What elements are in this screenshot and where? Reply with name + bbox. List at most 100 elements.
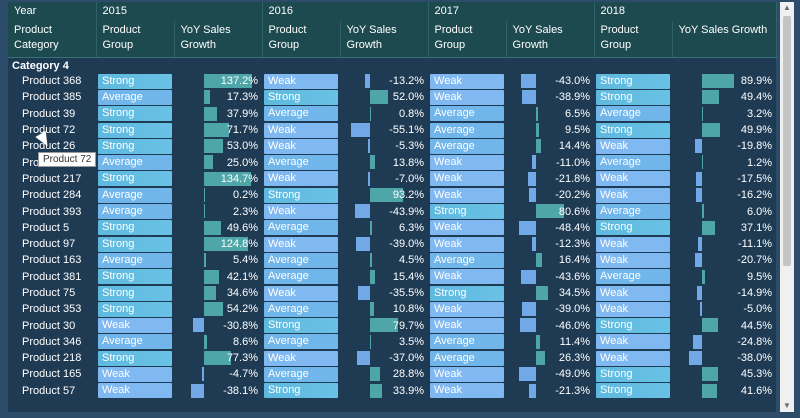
yoy-growth-cell[interactable]: -38.0% — [672, 350, 776, 366]
product-group-cell[interactable]: Weak — [428, 366, 506, 382]
product-name-cell[interactable]: Product 346 — [8, 333, 96, 351]
yoy-growth-cell[interactable]: 6.0% — [672, 203, 776, 219]
product-group-cell[interactable]: Average — [96, 334, 174, 350]
vertical-scrollbar[interactable]: ▲ ▼ — [780, 2, 794, 412]
yoy-growth-cell[interactable]: 37.1% — [672, 220, 776, 236]
yoy-growth-cell[interactable]: -13.2% — [340, 73, 428, 89]
product-group-cell[interactable]: Weak — [262, 171, 340, 187]
product-name-cell[interactable]: Product 353 — [8, 301, 96, 318]
yoy-growth-cell[interactable]: 45.3% — [672, 366, 776, 382]
yoy-growth-cell[interactable]: 8.6% — [174, 334, 262, 350]
yoy-growth-cell[interactable]: 49.6% — [174, 220, 262, 236]
yoy-growth-cell[interactable]: -20.2% — [506, 187, 594, 203]
yoy-growth-cell[interactable]: 37.9% — [174, 106, 262, 122]
yoy-growth-cell[interactable]: 10.8% — [340, 301, 428, 317]
product-group-header[interactable]: Product Group — [96, 21, 175, 58]
product-group-cell[interactable]: Average — [428, 106, 506, 122]
product-group-cell[interactable]: Strong — [428, 285, 506, 301]
product-group-cell[interactable]: Strong — [96, 350, 174, 366]
product-group-cell[interactable]: Weak — [262, 350, 340, 366]
product-group-cell[interactable]: Strong — [96, 73, 174, 89]
yoy-growth-cell[interactable]: -17.5% — [672, 171, 776, 187]
product-name-cell[interactable]: Product 30 — [8, 317, 96, 334]
product-name-cell[interactable]: Product 284 — [8, 187, 96, 204]
yoy-growth-cell[interactable]: -19.8% — [672, 138, 776, 154]
yoy-growth-cell[interactable]: 124.8% — [174, 236, 262, 252]
product-group-cell[interactable]: Weak — [594, 236, 672, 252]
product-group-cell[interactable]: Strong — [594, 317, 672, 334]
yoy-growth-cell[interactable]: 5.4% — [174, 252, 262, 268]
product-group-header[interactable]: Product Group — [594, 21, 673, 58]
yoy-growth-cell[interactable]: 6.5% — [506, 106, 594, 122]
yoy-growth-cell[interactable]: 15.4% — [340, 269, 428, 285]
product-group-cell[interactable]: Weak — [594, 285, 672, 301]
yoy-growth-cell[interactable]: -5.0% — [672, 301, 776, 317]
scroll-up-icon[interactable]: ▲ — [783, 3, 791, 12]
product-group-cell[interactable]: Weak — [96, 383, 174, 399]
yoy-growth-cell[interactable]: 54.2% — [174, 301, 262, 317]
product-group-cell[interactable]: Average — [262, 366, 340, 382]
product-group-cell[interactable]: Weak — [594, 334, 672, 350]
product-name-cell[interactable]: Product 165 — [8, 366, 96, 383]
product-group-cell[interactable]: Weak — [428, 89, 506, 105]
yoy-growth-cell[interactable]: 28.8% — [340, 366, 428, 382]
yoy-growth-cell[interactable]: -39.0% — [340, 236, 428, 252]
product-group-cell[interactable]: Average — [594, 154, 672, 171]
yoy-growth-cell[interactable]: 33.9% — [340, 383, 428, 399]
yoy-growth-cell[interactable]: -14.9% — [672, 285, 776, 301]
product-category-header[interactable]: Product Category — [8, 21, 97, 58]
product-name-cell[interactable]: Product 385 — [8, 89, 96, 106]
yoy-growth-cell[interactable]: 14.4% — [506, 138, 594, 154]
yoy-growth-cell[interactable]: -43.9% — [340, 203, 428, 219]
yoy-growth-cell[interactable]: 0.8% — [340, 106, 428, 122]
product-group-cell[interactable]: Strong — [262, 89, 340, 105]
product-name-cell[interactable]: Product 5 — [8, 219, 96, 236]
yoy-growth-cell[interactable]: 25.0% — [174, 154, 262, 170]
product-group-cell[interactable]: Weak — [428, 171, 506, 187]
product-name-cell[interactable]: Product 97 — [8, 235, 96, 253]
yoy-growth-cell[interactable]: 134.7% — [174, 171, 262, 187]
scroll-down-icon[interactable]: ▼ — [783, 401, 791, 410]
yoy-growth-cell[interactable]: -4.7% — [174, 366, 262, 382]
product-name-cell[interactable]: Product 75 — [8, 284, 96, 302]
yoy-growth-cell[interactable]: 52.0% — [340, 89, 428, 105]
yoy-growth-cell[interactable]: 26.3% — [506, 350, 594, 366]
yoy-growth-cell[interactable]: 34.6% — [174, 285, 262, 301]
product-group-cell[interactable]: Weak — [262, 236, 340, 252]
product-group-cell[interactable]: Weak — [96, 317, 174, 334]
product-group-cell[interactable]: Weak — [428, 383, 506, 399]
yoy-growth-cell[interactable]: -7.0% — [340, 171, 428, 187]
product-group-cell[interactable]: Average — [96, 187, 174, 203]
product-group-cell[interactable]: Average — [96, 154, 174, 171]
product-group-cell[interactable]: Average — [428, 252, 506, 268]
yoy-growth-cell[interactable]: 9.5% — [506, 122, 594, 138]
yoy-growth-cell[interactable]: 3.5% — [340, 334, 428, 350]
yoy-growth-cell[interactable]: 0.2% — [174, 187, 262, 203]
product-group-cell[interactable]: Strong — [594, 366, 672, 382]
yoy-growth-cell[interactable]: 77.3% — [174, 350, 262, 366]
product-group-cell[interactable]: Strong — [594, 73, 672, 89]
product-group-cell[interactable]: Weak — [428, 220, 506, 236]
product-group-cell[interactable]: Average — [428, 350, 506, 366]
product-group-cell[interactable]: Average — [428, 334, 506, 350]
yoy-sales-growth-header[interactable]: YoY Sales Growth — [672, 21, 777, 58]
product-group-cell[interactable]: Strong — [96, 269, 174, 285]
product-name-cell[interactable]: Product 368 — [8, 73, 96, 90]
product-name-cell[interactable]: Product 72 — [8, 121, 96, 139]
product-group-cell[interactable]: Strong — [594, 220, 672, 236]
yoy-growth-cell[interactable]: -49.0% — [506, 366, 594, 382]
product-group-cell[interactable]: Weak — [262, 285, 340, 301]
yoy-growth-cell[interactable]: 93.2% — [340, 187, 428, 203]
product-group-cell[interactable]: Weak — [594, 252, 672, 268]
product-group-cell[interactable]: Average — [262, 154, 340, 171]
yoy-sales-growth-header[interactable]: YoY Sales Growth — [340, 21, 429, 58]
yoy-growth-cell[interactable]: 41.6% — [672, 383, 776, 399]
yoy-growth-cell[interactable]: -12.3% — [506, 236, 594, 252]
product-group-cell[interactable]: Strong — [262, 187, 340, 203]
product-name-cell[interactable]: Product 26 — [8, 138, 96, 155]
yoy-growth-cell[interactable]: -38.9% — [506, 89, 594, 105]
yoy-growth-cell[interactable]: 89.9% — [672, 73, 776, 89]
yoy-growth-cell[interactable]: -43.6% — [506, 269, 594, 285]
yoy-growth-cell[interactable]: 49.4% — [672, 89, 776, 105]
product-group-cell[interactable]: Weak — [262, 203, 340, 220]
